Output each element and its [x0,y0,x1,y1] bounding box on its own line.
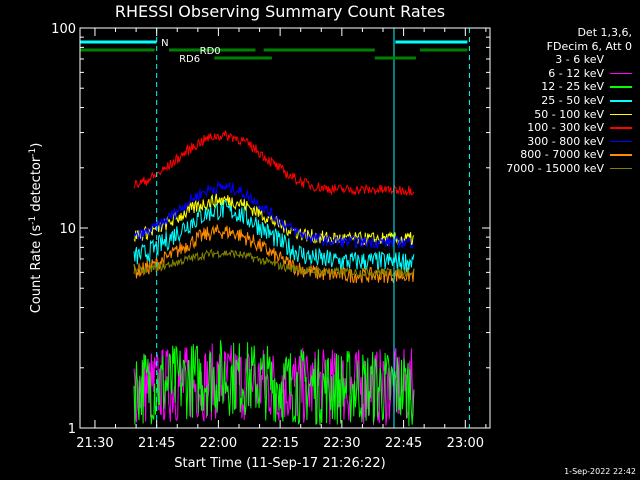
x-tick-label: 23:00 [447,436,484,451]
legend-entry-label: 50 - 100 keV [534,107,604,121]
flag-label-n: N [161,38,168,49]
y-tick-label: 100 [51,22,76,37]
legend-swatch [610,140,632,143]
legend-entry-0: 3 - 6 keV [482,53,632,67]
legend-entry-label: 25 - 50 keV [541,93,604,107]
legend-entry-3: 25 - 50 keV [482,94,632,108]
x-tick-label: 21:45 [138,436,175,451]
y-axis-label-mid: detector [29,156,44,216]
x-tick-label: 22:30 [323,436,360,451]
legend-swatch [610,59,632,61]
y-tick-label: 1 [68,422,76,437]
legend-entry-label: 800 - 7000 keV [520,148,604,162]
legend-entry-label: 7000 - 15000 keV [506,161,604,175]
series-line-7 [133,224,415,284]
y-axis-label-sup1: -1 [28,216,38,225]
legend-entry-label: 300 - 800 keV [527,134,604,148]
legend-swatch [610,167,632,170]
x-tick-label: 22:45 [385,436,422,451]
legend-entry-7: 800 - 7000 keV [482,148,632,162]
legend-entry-6: 300 - 800 keV [482,135,632,149]
series-line-8 [133,248,415,278]
x-tick-label: 22:15 [261,436,298,451]
series-line-0 [133,288,415,393]
series-line-6 [133,180,415,249]
x-tick-label: 21:30 [76,436,113,451]
legend-entry-5: 100 - 300 keV [482,121,632,135]
legend-swatch [610,86,632,88]
x-tick-label: 22:00 [200,436,237,451]
y-axis-label-end: ) [29,143,44,148]
series-line-2 [133,340,415,427]
legend-entry-label: 100 - 300 keV [527,121,604,135]
x-axis-label: Start Time (11-Sep-17 21:26:22) [174,456,385,471]
series-line-5 [133,130,415,197]
legend-entry-1: 6 - 12 keV [482,67,632,81]
flag-label-rd6: RD6 [179,54,200,65]
legend-entries: 3 - 6 keV 6 - 12 keV 12 - 25 keV 25 - 50 ke… [482,53,632,175]
legend-entry-4: 50 - 100 keV [482,108,632,122]
legend-entry-2: 12 - 25 keV [482,80,632,94]
generated-timestamp: 1-Sep-2022 22:42 [564,467,636,476]
legend-swatch [610,154,632,156]
series-line-4 [133,193,415,246]
series-line-3 [133,199,415,274]
y-tick-label: 10 [59,222,76,237]
y-axis-label-sup2: -1 [28,148,38,157]
legend-swatch [610,127,632,129]
y-axis-label: Count Rate (s-1 detector-1) [28,143,44,314]
legend-entry-label: 6 - 12 keV [548,66,604,80]
legend-entry-label: 12 - 25 keV [541,80,604,94]
y-axis-label-main: Count Rate (s [29,225,44,314]
legend-swatch [610,100,632,102]
flag-label-rd0: RD0 [200,46,221,57]
legend-entry-8: 7000 - 15000 keV [482,162,632,176]
legend-entry-label: 3 - 6 keV [555,53,604,67]
legend-header-detectors: Det 1,3,6, [577,26,632,39]
legend-header-decimation: FDecim 6, Att 0 [546,39,632,53]
legend-swatch [610,72,632,75]
chart-title: RHESSI Observing Summary Count Rates [115,2,445,21]
legend-swatch [610,113,632,116]
legend: Det 1,3,6, FDecim 6, Att 0 3 - 6 keV 6 - … [482,26,632,176]
